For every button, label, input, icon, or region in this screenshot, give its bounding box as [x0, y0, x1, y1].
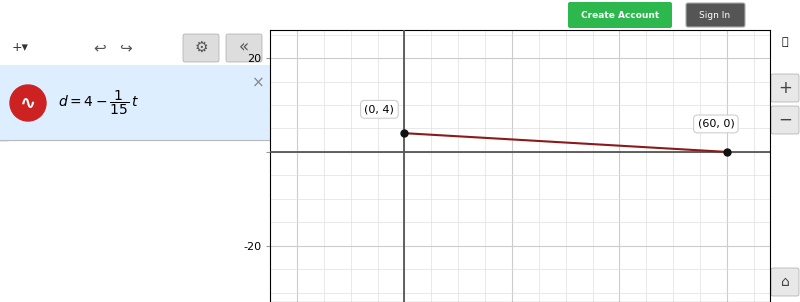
FancyBboxPatch shape — [226, 34, 262, 62]
Text: ⌂: ⌂ — [781, 275, 790, 289]
FancyBboxPatch shape — [183, 34, 219, 62]
Text: or: or — [673, 10, 683, 20]
FancyBboxPatch shape — [771, 74, 799, 102]
Text: desmos: desmos — [363, 6, 437, 24]
Text: $d = 4 - \dfrac{1}{15}\,t$: $d = 4 - \dfrac{1}{15}\,t$ — [58, 89, 139, 117]
Text: Sign In: Sign In — [699, 11, 730, 20]
Bar — [0, 65, 270, 140]
Text: Create Account: Create Account — [581, 11, 659, 20]
Text: Untitled Graph: Untitled Graph — [30, 10, 112, 20]
Text: ↪: ↪ — [118, 40, 131, 55]
Text: ?: ? — [765, 8, 771, 21]
Text: (60, 0): (60, 0) — [698, 119, 734, 129]
Bar — [0, 65, 8, 140]
FancyBboxPatch shape — [771, 106, 799, 134]
Text: ∿: ∿ — [20, 94, 36, 113]
Text: «: « — [239, 38, 249, 56]
FancyBboxPatch shape — [686, 3, 745, 27]
Text: (0, 4): (0, 4) — [365, 104, 394, 114]
Text: +: + — [778, 79, 792, 97]
Text: −: − — [778, 111, 792, 129]
Circle shape — [10, 85, 46, 121]
Text: 🔧: 🔧 — [782, 37, 788, 47]
FancyBboxPatch shape — [568, 2, 672, 28]
Text: +▾: +▾ — [12, 41, 29, 54]
Text: ↩: ↩ — [94, 40, 106, 55]
Text: ×: × — [252, 75, 264, 90]
Text: ⚙: ⚙ — [780, 8, 792, 21]
FancyBboxPatch shape — [771, 268, 799, 296]
Text: ⬆: ⬆ — [746, 8, 758, 21]
Text: ≡: ≡ — [10, 6, 24, 24]
Text: ⚙: ⚙ — [194, 40, 208, 55]
